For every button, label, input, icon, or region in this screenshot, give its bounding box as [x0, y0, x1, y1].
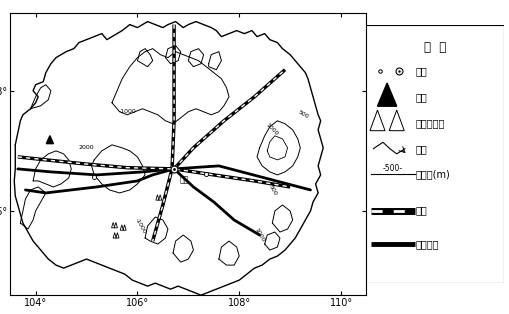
- Text: 高速公路: 高速公路: [416, 239, 439, 249]
- Text: 铁路: 铁路: [416, 205, 428, 215]
- Polygon shape: [46, 136, 53, 143]
- Text: -1000: -1000: [119, 109, 136, 114]
- Text: 石林及峰林: 石林及峰林: [416, 118, 445, 128]
- Text: 贵阳: 贵阳: [179, 175, 188, 184]
- Text: 1000: 1000: [265, 122, 279, 137]
- FancyBboxPatch shape: [366, 25, 504, 283]
- Text: 500: 500: [267, 184, 277, 196]
- Text: 2000: 2000: [79, 145, 94, 150]
- Text: 山峰: 山峰: [416, 92, 428, 102]
- Text: 图  例: 图 例: [424, 41, 446, 54]
- Text: 城市: 城市: [416, 67, 428, 77]
- Text: 1000: 1000: [253, 227, 266, 243]
- Text: -1000: -1000: [133, 217, 147, 235]
- Text: -500-: -500-: [383, 164, 403, 173]
- Text: 等高线(m): 等高线(m): [416, 170, 450, 180]
- Polygon shape: [378, 83, 397, 106]
- Text: 河流: 河流: [416, 144, 428, 154]
- Text: -500-: -500-: [383, 164, 403, 173]
- Text: 500: 500: [297, 110, 309, 120]
